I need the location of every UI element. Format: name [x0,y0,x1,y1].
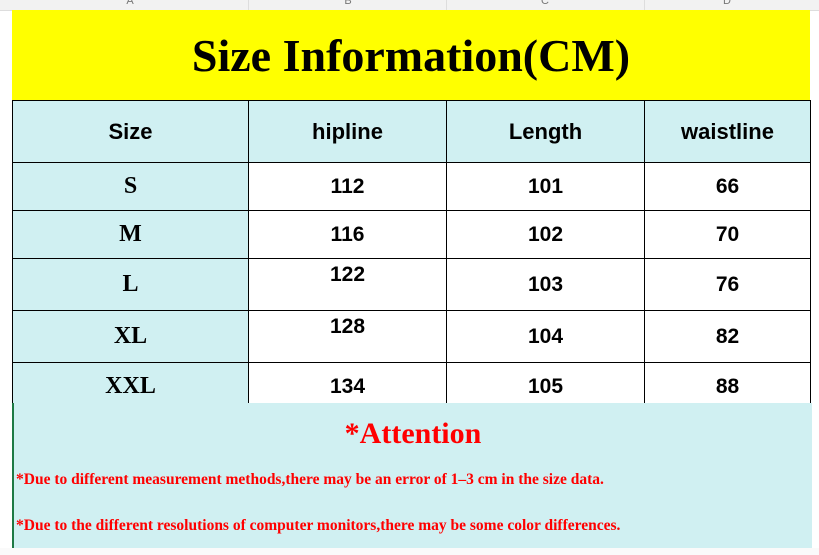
cell-size[interactable]: S [12,162,249,211]
cell-length[interactable]: 101 [446,162,645,211]
attention-cell[interactable]: *Attention *Due to different measurement… [12,403,812,548]
table-header-row: Size hipline Length waistline [12,100,811,163]
size-table: Size hipline Length waistline S 112 101 … [12,100,811,411]
cell-hipline[interactable]: 134 [248,362,447,411]
header-size[interactable]: Size [12,100,249,163]
table-row: L 122 103 76 [12,258,811,311]
cell-length[interactable]: 104 [446,310,645,363]
cell-length[interactable]: 105 [446,362,645,411]
size-chart-title: Size Information(CM) [12,10,810,100]
cell-hipline[interactable]: 122 [248,258,447,311]
empty-row [0,548,819,555]
header-waistline[interactable]: waistline [644,100,811,163]
table-row: XL 128 104 82 [12,310,811,363]
table-row: M 116 102 70 [12,210,811,259]
cell-waistline[interactable]: 82 [644,310,811,363]
cell-waistline[interactable]: 88 [644,362,811,411]
attention-note-color: *Due to the different resolutions of com… [16,517,621,534]
column-header-a[interactable]: A [126,0,134,7]
cell-waistline[interactable]: 66 [644,162,811,211]
cell-length[interactable]: 102 [446,210,645,259]
column-header-d[interactable]: D [723,0,731,7]
cell-length[interactable]: 103 [446,258,645,311]
cell-size[interactable]: XXL [12,362,249,411]
cell-waistline[interactable]: 76 [644,258,811,311]
header-length[interactable]: Length [446,100,645,163]
cell-size[interactable]: L [12,258,249,311]
column-header-c[interactable]: C [541,0,549,7]
cell-size[interactable]: XL [12,310,249,363]
attention-note-measurement: *Due to different measurement methods,th… [16,471,604,488]
cell-hipline[interactable]: 128 [248,310,447,363]
header-hipline[interactable]: hipline [248,100,447,163]
cell-hipline[interactable]: 116 [248,210,447,259]
cell-size[interactable]: M [12,210,249,259]
column-header-b[interactable]: B [344,0,352,7]
cell-waistline[interactable]: 70 [644,210,811,259]
attention-heading: *Attention [344,417,482,450]
table-row: S 112 101 66 [12,162,811,211]
table-row: XXL 134 105 88 [12,362,811,411]
cell-hipline[interactable]: 112 [248,162,447,211]
